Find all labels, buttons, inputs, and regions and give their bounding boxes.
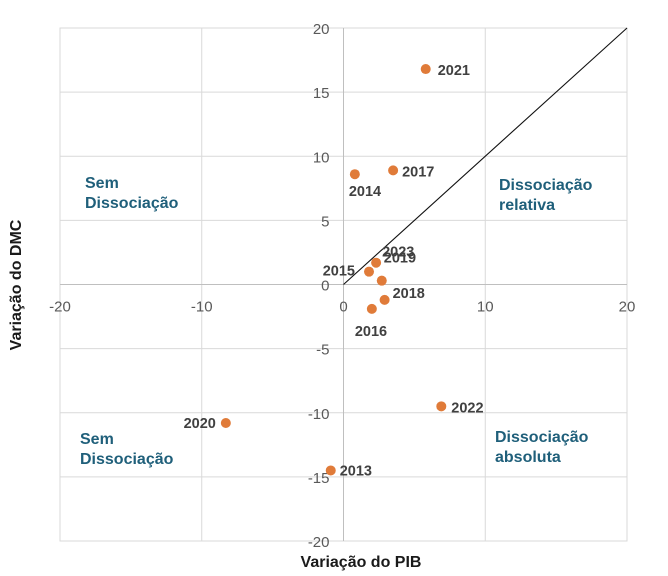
region-labels: Sem Dissociação Dissociação relativa Sem Diss… [80,175,593,468]
y-tick-label: -10 [308,406,330,423]
point-label-2019: 2019 [384,251,416,267]
point-label-2018: 2018 [393,286,425,302]
data-point-2020 [220,418,231,429]
region-label-lower-right: Dissociação absoluta [495,429,589,466]
data-point-2018 [379,294,390,305]
data-point-2022 [436,401,447,412]
reference-line [343,27,628,285]
y-tick-label: -5 [316,342,329,359]
region-label-lower-left: Sem Dissociação [80,431,174,468]
y-tick-label: 0 [321,278,329,295]
x-tick-label: 10 [477,299,494,316]
y-equals-x-line [343,27,628,285]
data-point-2017 [388,165,399,176]
point-labels: 2013 2014 2015 2016 2017 2018 2019 2020 2021 2022… [184,63,484,479]
data-point-2014 [349,169,360,180]
region-label-upper-right: Dissociação relativa [499,177,593,214]
x-tick-label: 0 [339,299,347,316]
tick-labels: -20 -10 0 10 20 -20 -15 -10 -5 0 5 10 15 20 [49,21,635,551]
x-tick-label: -20 [49,299,71,316]
y-tick-label: 10 [313,149,330,166]
point-label-2014: 2014 [349,184,381,200]
data-point-2023 [371,257,382,268]
y-tick-label: -15 [308,470,330,487]
region-label-upper-left: Sem Dissociação [85,175,179,212]
data-point-2015 [364,266,375,277]
data-point-2013 [325,465,336,476]
x-tick-label: -10 [191,299,213,316]
data-point-2016 [366,303,377,314]
point-label-2013: 2013 [340,463,372,479]
x-tick-label: 20 [619,299,636,316]
point-label-2022: 2022 [451,400,483,416]
data-points [220,64,447,476]
y-tick-label: 15 [313,85,330,102]
x-axis-title: Variação do PIB [301,554,422,571]
point-label-2020: 2020 [184,416,216,432]
point-label-2023: 2023 [382,245,414,261]
point-label-2016: 2016 [355,324,387,340]
y-tick-label: 20 [313,21,330,38]
y-tick-label: 5 [321,213,329,230]
data-point-2021 [420,64,431,75]
point-label-2021: 2021 [438,63,470,79]
data-point-2019 [376,275,387,286]
point-label-2017: 2017 [402,164,434,180]
point-label-2015: 2015 [323,264,355,280]
y-tick-label: -20 [308,534,330,551]
y-axis-title: Variação do DMC [8,219,25,350]
